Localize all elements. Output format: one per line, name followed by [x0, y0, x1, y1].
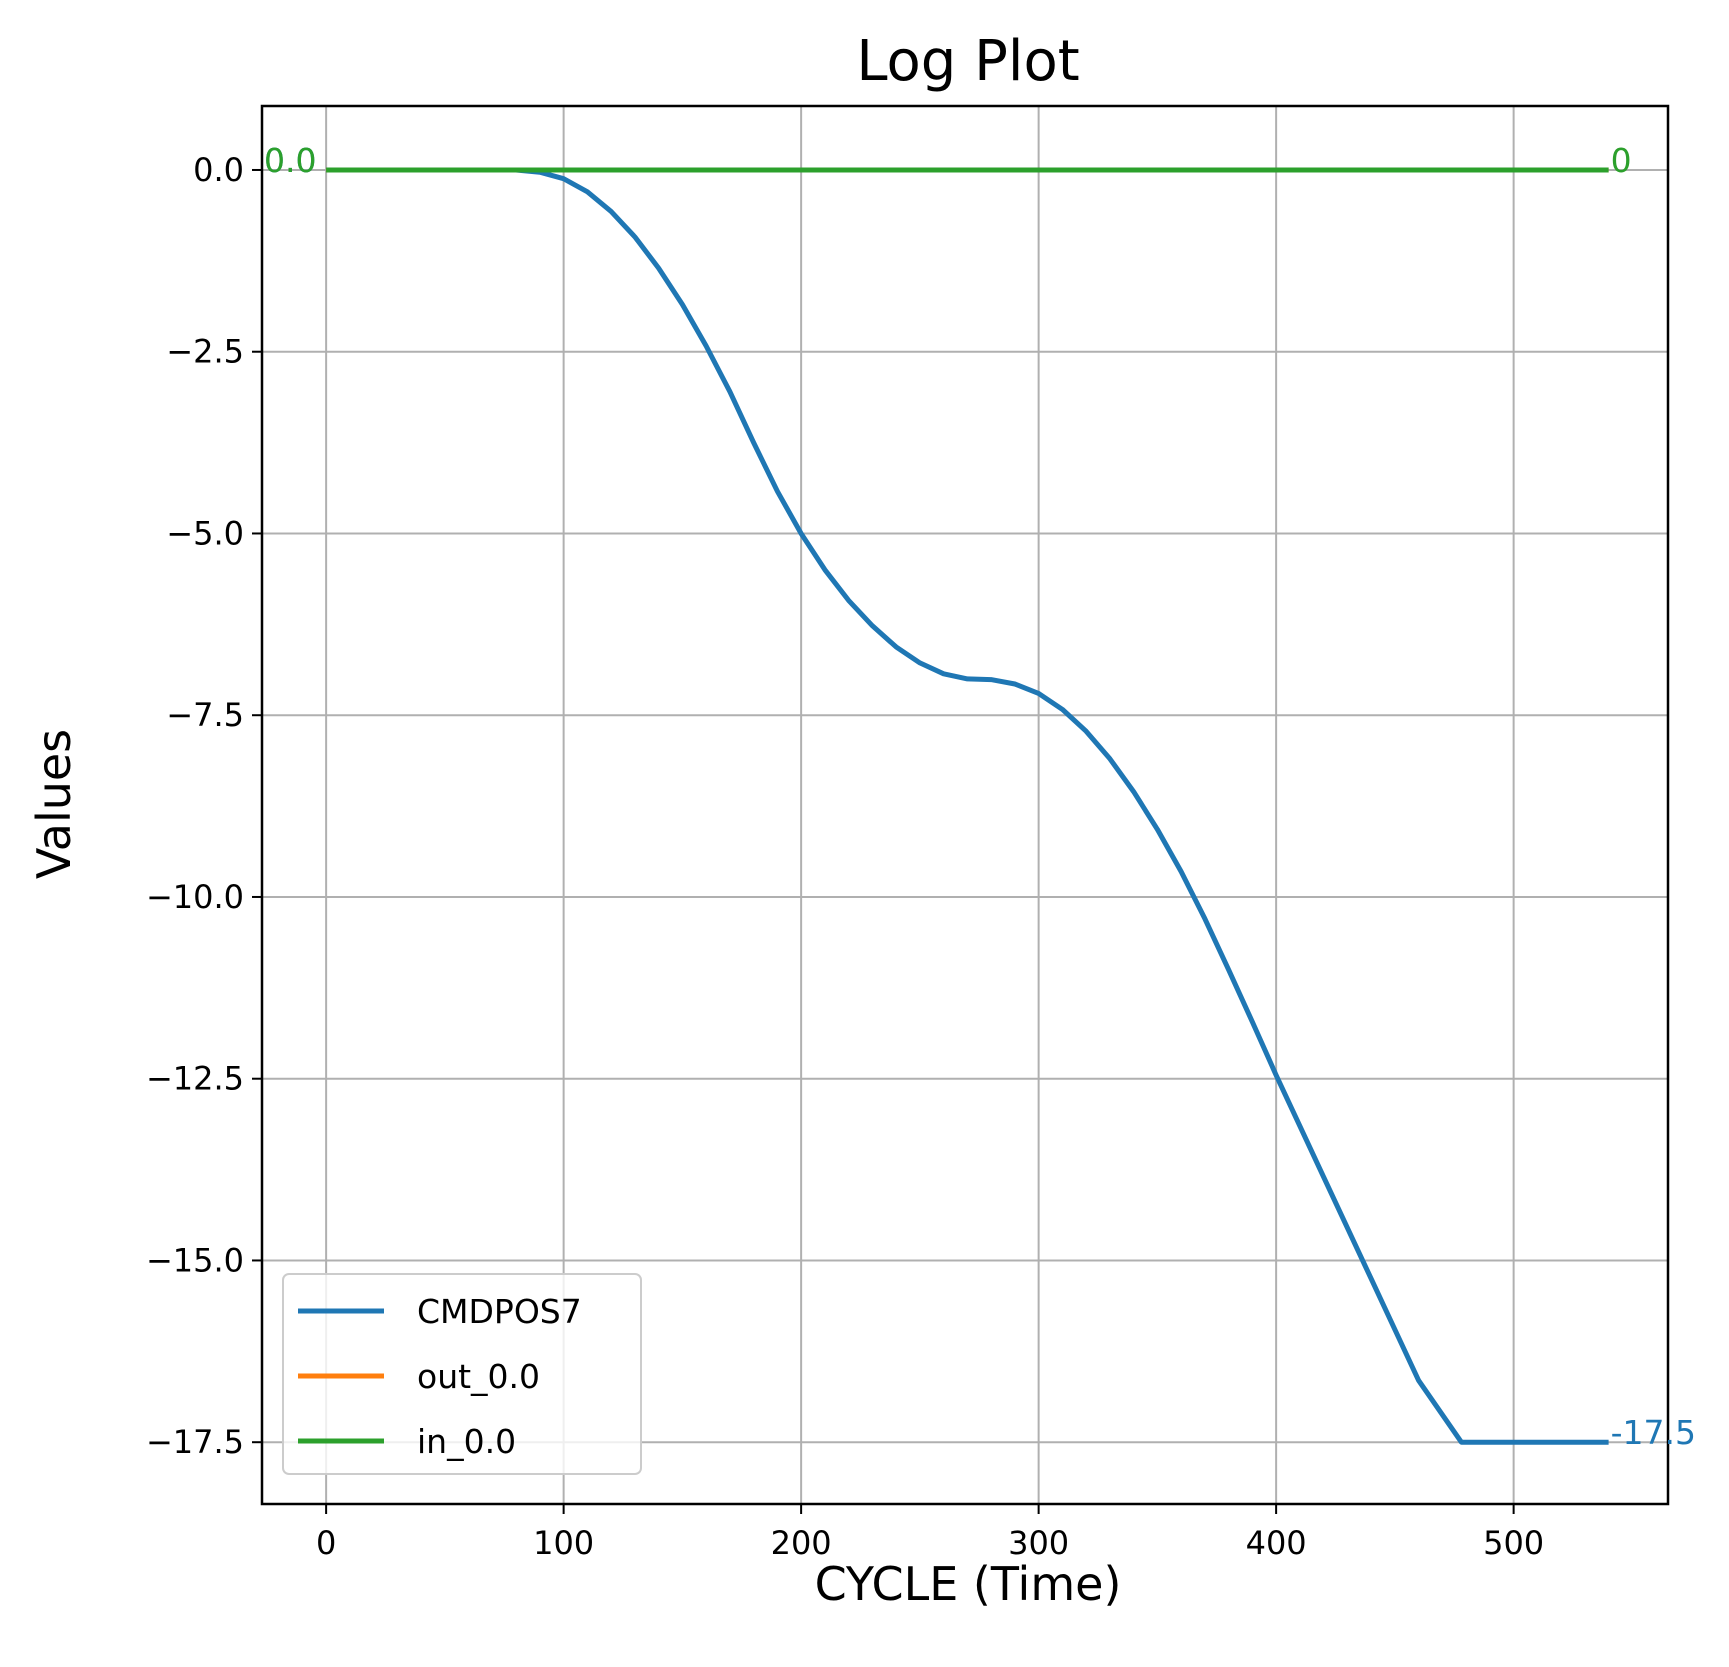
x-tick-label: 500 — [1483, 1524, 1544, 1562]
series-lines — [326, 167, 1609, 1445]
legend-entry-label: in_0.0 — [417, 1422, 516, 1461]
y-tick-label: −2.5 — [166, 333, 244, 371]
grid-lines — [262, 106, 1668, 1504]
legend-entry-label: CMDPOS7 — [417, 1292, 582, 1331]
series-line-cmdpos7 — [326, 167, 1609, 1445]
y-tick-label: −12.5 — [146, 1060, 244, 1098]
axis-ticks: 0 100 200 300 400 500 0.0 −2.5 −5.0 −7.5 −10.0 −12.… — [146, 151, 1544, 1562]
annotations: 0.00.0 0-17.5 — [264, 141, 1696, 1452]
x-axis-label: CYCLE (Time) — [815, 1557, 1122, 1611]
x-tick-label: 400 — [1246, 1524, 1307, 1562]
chart-title: Log Plot — [856, 29, 1079, 94]
y-tick-label: −10.0 — [146, 878, 244, 916]
y-tick-label: −7.5 — [166, 696, 244, 734]
legend-box — [282, 1273, 642, 1475]
annotation-label: -17.5 — [1611, 1413, 1696, 1452]
annotation-label: 0.0 — [264, 141, 316, 180]
x-tick-label: 100 — [533, 1524, 594, 1562]
plot-area-frame — [260, 104, 1670, 1506]
x-tick-label: 0 — [316, 1524, 336, 1562]
annotation-label: 0.0 — [264, 141, 316, 180]
legend: CMDPOS7 out_0.0 in_0.0 — [282, 1273, 642, 1475]
y-tick-label: −15.0 — [146, 1241, 244, 1279]
y-tick-label: −17.5 — [146, 1423, 244, 1461]
annotation-label: 0 — [1611, 141, 1632, 180]
y-axis-label: Values — [27, 729, 81, 879]
y-tick-label: 0.0 — [193, 151, 244, 189]
x-tick-label: 300 — [1008, 1524, 1069, 1562]
y-tick-label: −5.0 — [166, 514, 244, 552]
legend-entry-label: out_0.0 — [417, 1357, 540, 1396]
x-tick-label: 200 — [771, 1524, 832, 1562]
